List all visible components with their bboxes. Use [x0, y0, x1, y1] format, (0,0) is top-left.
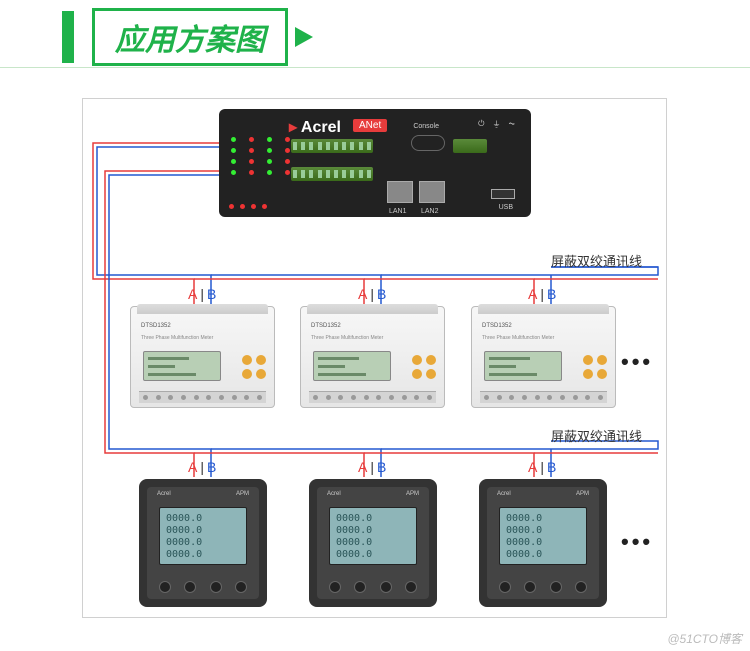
gateway-power-terminal	[453, 139, 487, 153]
din-meter-lcd	[484, 351, 562, 381]
gateway-lan1-port	[387, 181, 413, 203]
b-label: B	[207, 459, 216, 475]
din-meter-desc: Three Phase Multifunction Meter	[311, 335, 383, 341]
ab-terminal-marker: A|B	[528, 286, 556, 302]
panel-meter-model: APM	[236, 491, 249, 497]
panel-meter: Acrel APM 0000.00000.00000.00000.0	[309, 479, 437, 607]
ab-terminal-marker: A|B	[358, 459, 386, 475]
ab-terminal-marker: A|B	[188, 459, 216, 475]
panel-meter: Acrel APM 0000.00000.00000.00000.0	[139, 479, 267, 607]
bus-label-2: 屏蔽双绞通讯线	[551, 426, 642, 445]
gateway-device: ▸ Acrel ANet Console ⏻⏚⏦ LAN1 LAN2 USB	[219, 109, 531, 217]
panel-meter-model: APM	[576, 491, 589, 497]
gateway-terminal-1	[291, 139, 373, 153]
din-meter-desc: Three Phase Multifunction Meter	[141, 335, 213, 341]
header-rule	[0, 67, 750, 68]
din-rail-meter: DTSD1352 Three Phase Multifunction Meter	[130, 306, 275, 408]
panel-meter-buttons	[499, 581, 587, 593]
panel-meter-brand: Acrel	[497, 491, 511, 497]
gateway-led-matrix	[231, 137, 293, 178]
gateway-console-label: Console	[413, 123, 439, 130]
a-label: A	[188, 286, 197, 302]
gateway-power-symbols: ⏻⏚⏦	[478, 119, 515, 130]
header-title: 应用方案图	[115, 24, 265, 57]
panel-meter-face: Acrel APM 0000.00000.00000.00000.0	[147, 487, 259, 599]
ellipsis-row1: •••	[621, 349, 653, 375]
panel-meter-face: Acrel APM 0000.00000.00000.00000.0	[487, 487, 599, 599]
din-rail-meter: DTSD1352 Three Phase Multifunction Meter	[471, 306, 616, 408]
din-meter-desc: Three Phase Multifunction Meter	[482, 335, 554, 341]
section-header: 应用方案图	[62, 8, 288, 66]
gateway-lan2-port	[419, 181, 445, 203]
ab-terminal-marker: A|B	[358, 286, 386, 302]
panel-meter-face: Acrel APM 0000.00000.00000.00000.0	[317, 487, 429, 599]
gateway-brand: ▸ Acrel	[289, 117, 341, 137]
gateway-lan2-label: LAN2	[421, 208, 439, 215]
din-rail-meter: DTSD1352 Three Phase Multifunction Meter	[300, 306, 445, 408]
gateway-usb-label: USB	[499, 204, 513, 211]
din-meter-model: DTSD1352	[482, 323, 512, 329]
ellipsis-row2: •••	[621, 529, 653, 555]
ab-terminal-marker: A|B	[188, 286, 216, 302]
gateway-terminal-2	[291, 167, 373, 181]
gateway-model-tag: ANet	[353, 119, 387, 132]
b-label: B	[547, 286, 556, 302]
din-meter-terminals	[139, 391, 266, 403]
din-meter-lcd	[143, 351, 221, 381]
header-accent-bar	[62, 11, 74, 63]
b-label: B	[377, 286, 386, 302]
din-meter-model: DTSD1352	[311, 323, 341, 329]
a-label: A	[358, 286, 367, 302]
panel-meter-lcd: 0000.00000.00000.00000.0	[159, 507, 247, 565]
panel-meter-brand: Acrel	[157, 491, 171, 497]
panel-meter-buttons	[159, 581, 247, 593]
gateway-bottom-leds	[229, 204, 267, 209]
a-label: A	[358, 459, 367, 475]
panel-meter-brand: Acrel	[327, 491, 341, 497]
a-label: A	[188, 459, 197, 475]
din-meter-terminals	[309, 391, 436, 403]
panel-meter-buttons	[329, 581, 417, 593]
panel-meter-lcd: 0000.00000.00000.00000.0	[329, 507, 417, 565]
watermark: @51CTO博客	[667, 630, 742, 647]
b-label: B	[207, 286, 216, 302]
gateway-lan1-label: LAN1	[389, 208, 407, 215]
gateway-serial-port	[411, 135, 445, 151]
a-label: A	[528, 459, 537, 475]
din-meter-terminals	[480, 391, 607, 403]
panel-meter-model: APM	[406, 491, 419, 497]
bus-label-1: 屏蔽双绞通讯线	[551, 251, 642, 270]
din-meter-buttons	[242, 355, 266, 379]
din-meter-buttons	[583, 355, 607, 379]
a-label: A	[528, 286, 537, 302]
ab-terminal-marker: A|B	[528, 459, 556, 475]
din-meter-buttons	[412, 355, 436, 379]
panel-meter: Acrel APM 0000.00000.00000.00000.0	[479, 479, 607, 607]
b-label: B	[377, 459, 386, 475]
din-meter-lcd	[313, 351, 391, 381]
b-label: B	[547, 459, 556, 475]
panel-meter-lcd: 0000.00000.00000.00000.0	[499, 507, 587, 565]
gateway-usb-port	[491, 189, 515, 199]
application-diagram: ▸ Acrel ANet Console ⏻⏚⏦ LAN1 LAN2 USB 屏…	[82, 98, 667, 618]
header-title-box: 应用方案图	[92, 8, 288, 66]
din-meter-model: DTSD1352	[141, 323, 171, 329]
